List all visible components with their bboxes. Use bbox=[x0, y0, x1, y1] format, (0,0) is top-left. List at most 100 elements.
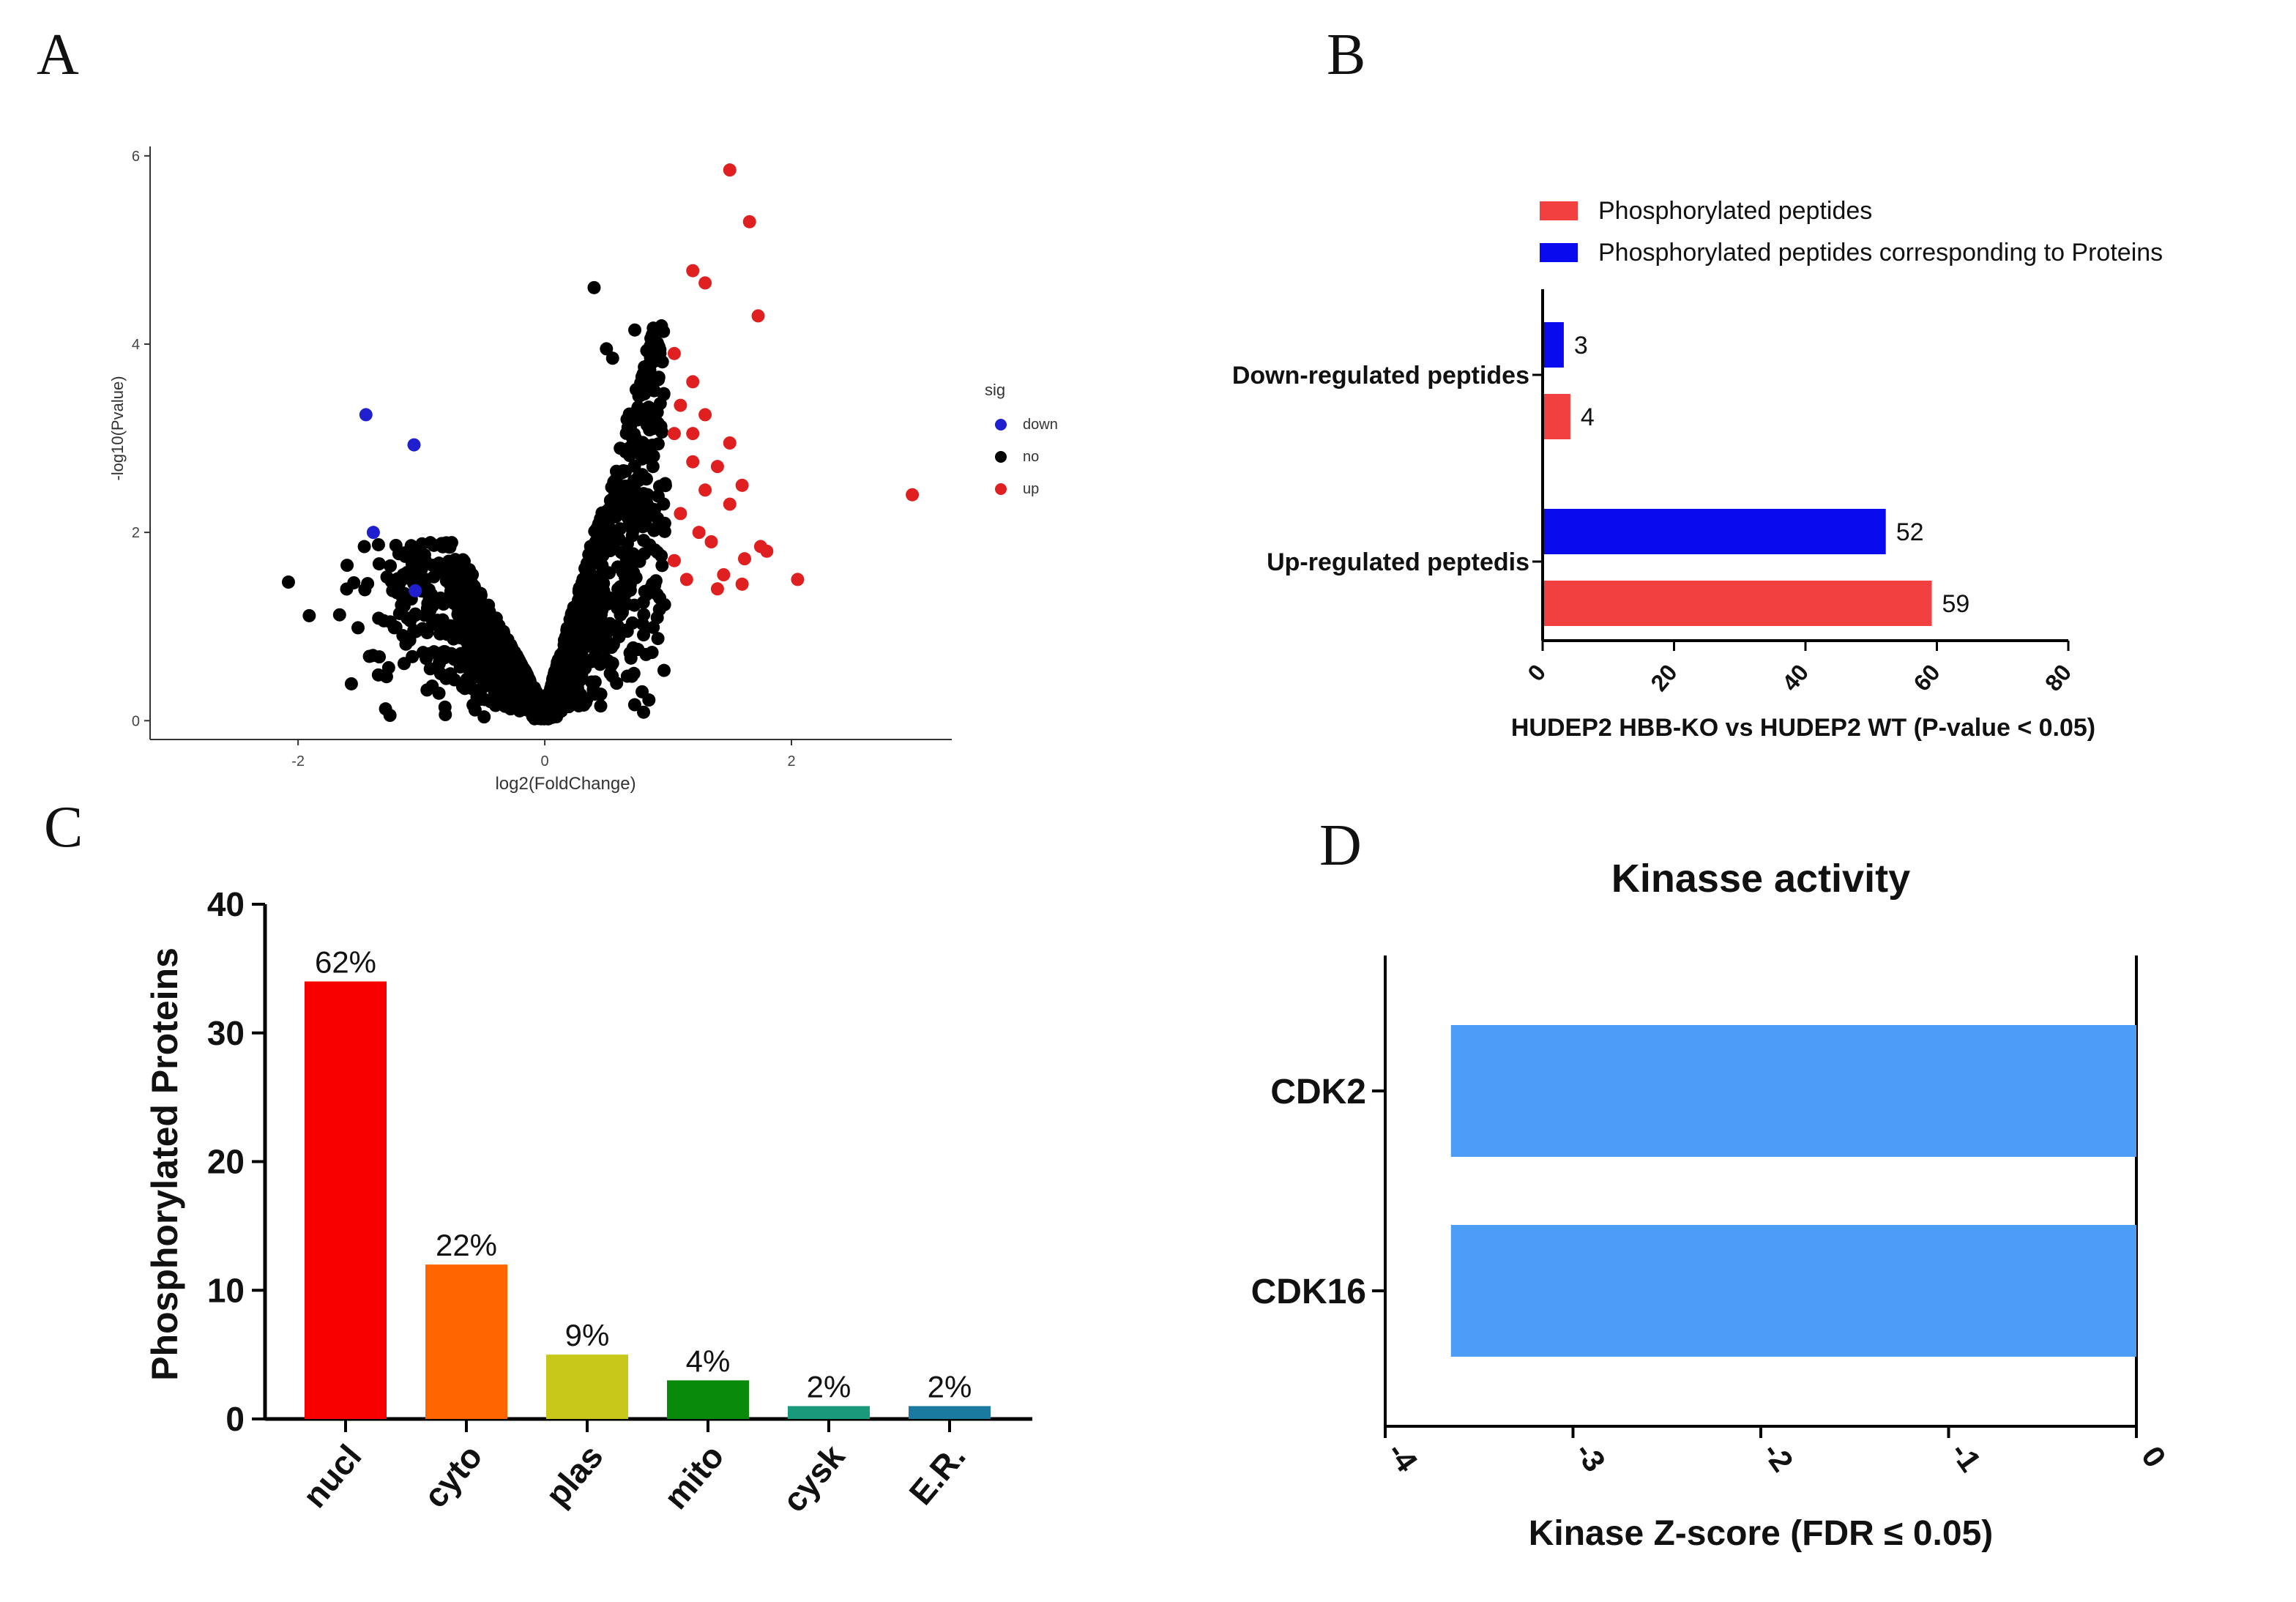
point-up bbox=[723, 497, 737, 511]
point-up bbox=[735, 577, 749, 591]
point-no bbox=[630, 413, 644, 427]
point-no bbox=[650, 611, 664, 625]
point-no bbox=[606, 507, 620, 521]
bar-label-4: 2% bbox=[807, 1369, 851, 1404]
point-down bbox=[366, 526, 380, 540]
point-no bbox=[381, 660, 395, 674]
point-up bbox=[679, 573, 693, 586]
point-no bbox=[657, 663, 671, 677]
point-no bbox=[636, 595, 650, 609]
point-no bbox=[655, 559, 669, 573]
point-no bbox=[600, 342, 614, 356]
legend-marker-no bbox=[995, 451, 1007, 463]
point-no bbox=[407, 624, 421, 638]
point-no bbox=[383, 709, 397, 723]
point-no bbox=[623, 583, 637, 597]
point-no bbox=[433, 627, 447, 641]
bar-CDK2 bbox=[1450, 1025, 2136, 1157]
legend-label-0: Phosphorylated peptides bbox=[1598, 197, 1872, 225]
point-no bbox=[483, 627, 497, 641]
legend-label-1: Phosphorylated peptides corresponding to… bbox=[1598, 239, 2163, 267]
point-no bbox=[418, 554, 432, 567]
point-no bbox=[377, 614, 391, 627]
point-no bbox=[371, 668, 385, 682]
point-no bbox=[636, 617, 649, 631]
y-tick-label-2: 20 bbox=[207, 1143, 245, 1181]
point-no bbox=[621, 537, 635, 551]
point-no bbox=[636, 468, 649, 482]
point-no bbox=[595, 603, 609, 617]
point-up bbox=[667, 427, 681, 441]
point-no bbox=[372, 557, 386, 571]
point-no bbox=[638, 547, 652, 561]
bar-1-0 bbox=[1544, 322, 1564, 368]
point-no bbox=[620, 669, 634, 683]
point-up bbox=[686, 264, 700, 277]
y-tick-label-4: 40 bbox=[207, 885, 245, 923]
point-no bbox=[380, 570, 394, 584]
point-no bbox=[619, 445, 633, 459]
point-no bbox=[601, 654, 615, 668]
point-no bbox=[474, 683, 488, 697]
point-no bbox=[620, 597, 634, 611]
point-no bbox=[556, 670, 570, 684]
point-no bbox=[495, 686, 509, 700]
point-no bbox=[551, 660, 564, 674]
point-up bbox=[751, 309, 765, 323]
point-no bbox=[628, 323, 642, 337]
bar-label-3: 4% bbox=[686, 1344, 731, 1378]
x-axis-title: log2(FoldChange) bbox=[495, 774, 636, 794]
point-no bbox=[357, 540, 371, 554]
point-up bbox=[717, 568, 731, 581]
point-down bbox=[359, 408, 373, 422]
point-no bbox=[392, 547, 406, 561]
point-no bbox=[657, 387, 671, 401]
point-no bbox=[638, 513, 652, 526]
point-no bbox=[614, 608, 627, 622]
point-no bbox=[493, 634, 507, 648]
point-up bbox=[686, 375, 700, 389]
point-up bbox=[686, 455, 700, 469]
point-up bbox=[674, 398, 687, 412]
bar-label-0-1: 59 bbox=[1942, 590, 1970, 618]
bar-plas bbox=[546, 1355, 628, 1419]
point-no bbox=[590, 521, 604, 535]
bar-label-2: 9% bbox=[565, 1318, 610, 1352]
point-no bbox=[406, 649, 420, 663]
point-no bbox=[439, 567, 453, 581]
x-tick-label-2: -2 bbox=[1756, 1436, 1800, 1478]
point-no bbox=[478, 665, 492, 679]
point-no bbox=[632, 390, 646, 403]
x-axis-title: Kinase Z-score (FDR ≤ 0.05) bbox=[1529, 1514, 1994, 1553]
panel-label-d: D bbox=[1319, 813, 1362, 878]
point-no bbox=[420, 652, 433, 666]
point-up bbox=[723, 436, 737, 450]
point-no bbox=[512, 668, 526, 682]
legend-marker-up bbox=[995, 483, 1007, 495]
x-tick-label-1: -3 bbox=[1568, 1436, 1612, 1478]
point-no bbox=[619, 479, 633, 493]
bar-label-5: 2% bbox=[928, 1369, 972, 1404]
point-up bbox=[735, 478, 749, 492]
point-no bbox=[444, 647, 458, 660]
point-no bbox=[651, 520, 665, 534]
point-no bbox=[281, 575, 295, 589]
point-up bbox=[906, 488, 920, 502]
point-no bbox=[533, 701, 547, 715]
point-no bbox=[636, 367, 650, 381]
legend-label-up: up bbox=[1023, 481, 1039, 497]
y-axis-title: Phosphorylated Proteins bbox=[144, 947, 185, 1381]
legend-label-no: no bbox=[1023, 449, 1039, 465]
x-tick-label-0: -2 bbox=[291, 753, 305, 770]
point-no bbox=[652, 480, 666, 493]
panel-label-b: B bbox=[1327, 23, 1366, 87]
point-no bbox=[568, 626, 582, 640]
point-no bbox=[460, 635, 474, 649]
x-axis-title: HUDEP2 HBB-KO vs HUDEP2 WT (P-value < 0.… bbox=[1511, 714, 2095, 742]
point-no bbox=[435, 537, 449, 551]
point-no bbox=[651, 632, 665, 646]
point-no bbox=[400, 611, 414, 625]
point-no bbox=[420, 601, 434, 615]
y-axis-title: -log10(Pvalue) bbox=[108, 376, 127, 480]
